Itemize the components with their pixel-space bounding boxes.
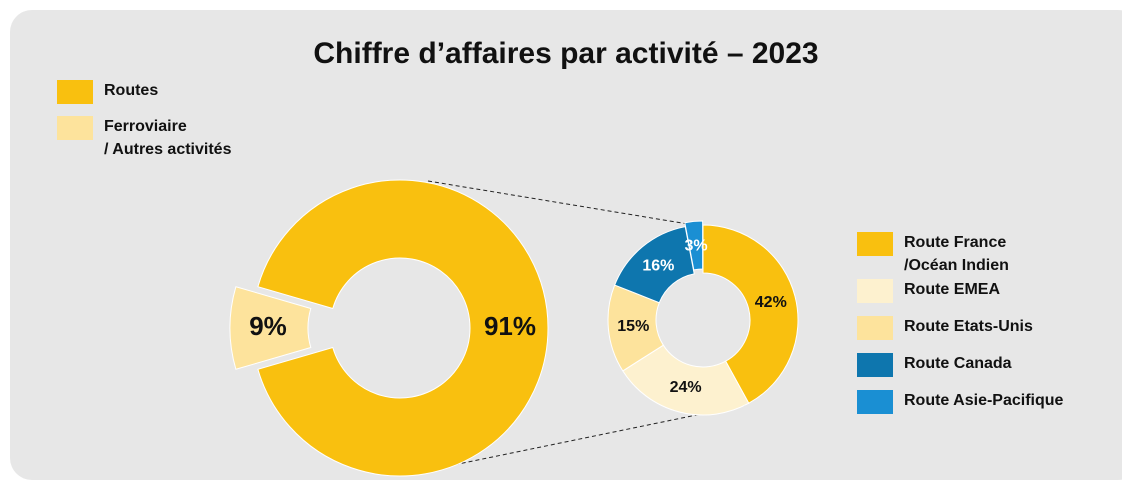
- legend-swatch: [857, 232, 893, 256]
- data-label: 15%: [617, 318, 649, 335]
- legend-label: Route France /Océan Indien: [904, 234, 1009, 274]
- donut-slice: [622, 344, 750, 416]
- legend-swatch: [57, 80, 93, 104]
- data-label: 3%: [684, 238, 707, 255]
- legend-label: Route Asie-Pacifique: [904, 392, 1064, 409]
- legend-label: Routes: [104, 82, 159, 99]
- legend-swatch: [857, 279, 893, 303]
- donut-slice: [702, 224, 799, 404]
- chart-title: Chiffre d’affaires par activité – 2023: [313, 37, 818, 70]
- legend-label: Ferroviaire / Autres activités: [104, 118, 232, 158]
- legend-label: Route Canada: [904, 355, 1012, 372]
- donut-slice: [684, 220, 704, 271]
- legend-swatch: [857, 390, 893, 414]
- connector: [427, 180, 701, 227]
- legend-label: Route EMEA: [904, 281, 1000, 298]
- data-label: 9%: [249, 311, 287, 341]
- legend-swatch: [857, 316, 893, 340]
- legend-swatch: [57, 116, 93, 140]
- data-label: 16%: [642, 257, 674, 274]
- data-label: 42%: [755, 294, 787, 311]
- legend-label: Route Etats-Unis: [904, 318, 1033, 335]
- data-label: 91%: [484, 311, 536, 341]
- donut-slice: [257, 179, 549, 477]
- data-label: 24%: [670, 379, 702, 396]
- donut-slice: [229, 286, 312, 370]
- legend-swatch: [857, 353, 893, 377]
